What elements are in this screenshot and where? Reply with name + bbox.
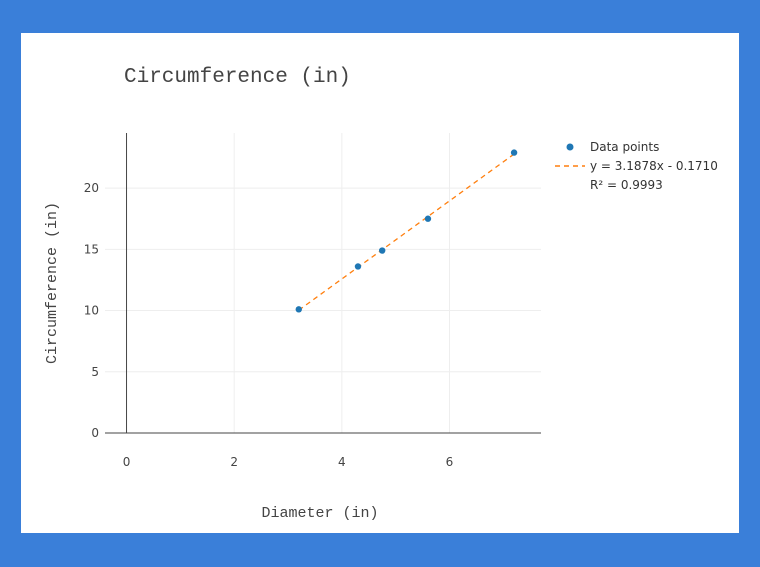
legend-label-data-points: Data points — [590, 140, 659, 154]
x-tick-label: 6 — [446, 455, 454, 469]
x-tick-label: 4 — [338, 455, 346, 469]
y-tick-label: 5 — [91, 365, 99, 379]
data-point — [354, 263, 362, 270]
data-point — [295, 306, 302, 313]
fit-line — [298, 153, 515, 311]
chart-title: Circumference (in) — [124, 66, 351, 89]
axes — [105, 133, 541, 434]
r-squared-annotation: R² = 0.9993 — [590, 178, 663, 192]
x-tick-label: 2 — [230, 455, 238, 469]
tick-labels: 0 2 4 6 0 5 10 15 20 — [84, 181, 454, 469]
data-point — [379, 247, 386, 254]
x-axis-label: Diameter (in) — [261, 505, 378, 522]
chart-card: 0 2 4 6 0 5 10 15 20 Circumference (in) Diameter… — [21, 33, 739, 533]
y-axis-label: Circumference (in) — [44, 202, 61, 364]
legend[interactable]: Data points y = 3.1878x - 0.1710 R² = 0.… — [555, 140, 718, 192]
legend-marker-data-points — [566, 143, 574, 151]
data-marks — [295, 149, 518, 313]
y-tick-label: 10 — [84, 304, 99, 318]
grid-lines — [105, 133, 541, 433]
y-tick-label: 20 — [84, 181, 99, 195]
y-tick-label: 0 — [91, 426, 99, 440]
x-tick-label: 0 — [123, 455, 131, 469]
data-point — [424, 215, 432, 222]
y-tick-label: 15 — [84, 242, 99, 256]
scatter-chart: 0 2 4 6 0 5 10 15 20 Circumference (in) Diameter… — [44, 66, 718, 522]
legend-label-fit-line: y = 3.1878x - 0.1710 — [590, 159, 718, 173]
data-point — [510, 149, 518, 156]
